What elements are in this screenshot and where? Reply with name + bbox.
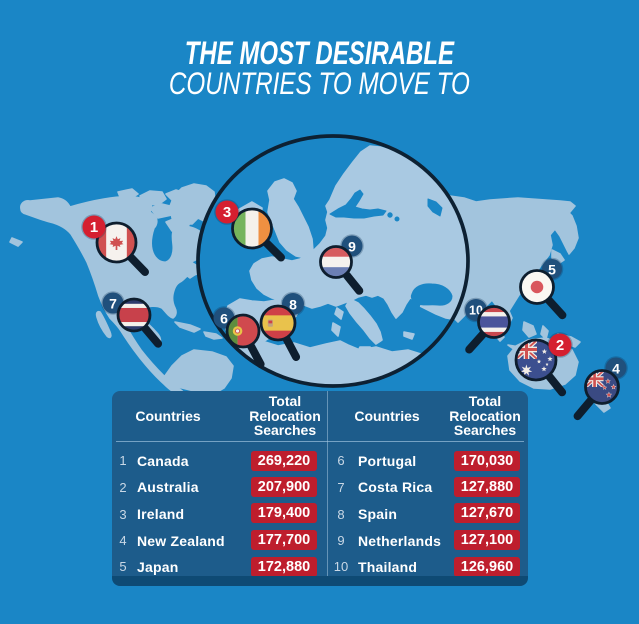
svg-text:3: 3 [223, 204, 231, 221]
svg-text:8: 8 [289, 297, 297, 313]
svg-text:2: 2 [556, 337, 564, 354]
svg-text:5: 5 [548, 262, 556, 278]
svg-text:4: 4 [612, 361, 620, 377]
svg-text:1: 1 [90, 219, 98, 236]
svg-text:6: 6 [220, 311, 228, 327]
svg-text:7: 7 [109, 296, 117, 312]
svg-text:9: 9 [348, 239, 356, 255]
